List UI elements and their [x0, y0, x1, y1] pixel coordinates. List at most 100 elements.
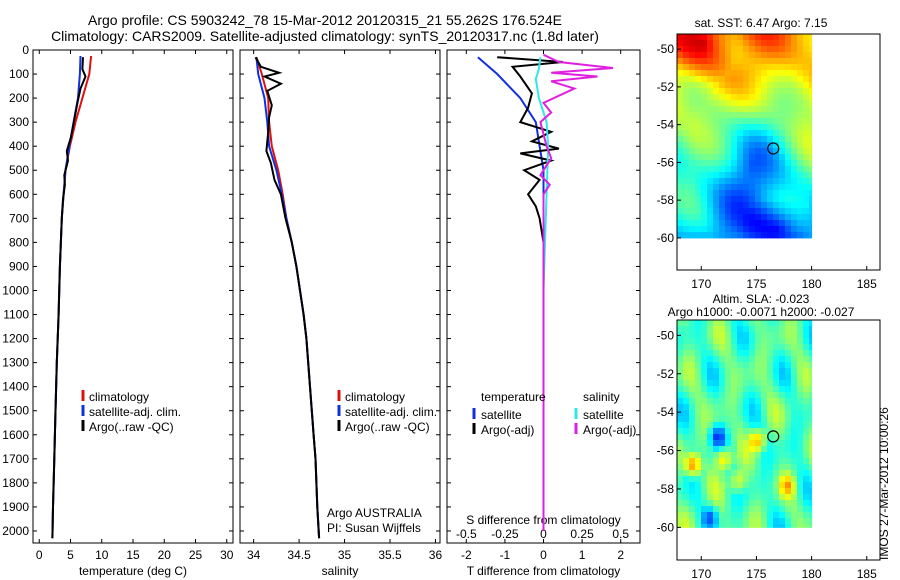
- map-cell: [683, 524, 690, 528]
- map-cell: [779, 118, 786, 125]
- map-cell: [749, 374, 756, 381]
- map-cell: [809, 52, 813, 59]
- map-cell: [683, 172, 690, 179]
- y-tick-label: 900: [9, 259, 29, 273]
- map-cell: [755, 112, 762, 119]
- map-cell: [707, 488, 714, 495]
- map-cell: [701, 214, 708, 221]
- map-cell: [809, 112, 813, 119]
- map-cell: [683, 458, 690, 465]
- map-cell: [797, 440, 804, 447]
- map-cell: [719, 440, 726, 447]
- map-cell: [725, 404, 732, 411]
- map-cell: [737, 470, 744, 477]
- map-cell: [749, 488, 756, 495]
- map-cell: [785, 142, 792, 149]
- map-cell: [809, 404, 813, 411]
- map-cell: [809, 160, 813, 167]
- map-cell: [767, 232, 774, 239]
- map-cell: [719, 494, 726, 501]
- map-cell: [737, 208, 744, 215]
- map-cell: [755, 82, 762, 89]
- map-cell: [689, 124, 696, 131]
- map-cell: [677, 326, 684, 333]
- map-cell: [743, 160, 750, 167]
- map-cell: [713, 226, 720, 233]
- map-cell: [779, 166, 786, 173]
- map-cell: [719, 350, 726, 357]
- y-tick-label: 200: [9, 91, 29, 105]
- map-cell: [713, 76, 720, 83]
- map-cell: [755, 452, 762, 459]
- map-cell: [737, 320, 744, 327]
- map-cell: [707, 512, 714, 519]
- map-cell: [791, 94, 798, 101]
- map-cell: [767, 40, 774, 47]
- map-cell: [767, 76, 774, 83]
- map-cell: [731, 506, 738, 513]
- map-cell: [689, 392, 696, 399]
- map-cell: [785, 94, 792, 101]
- map-cell: [791, 482, 798, 489]
- map-cell: [677, 160, 684, 167]
- map-cell: [707, 368, 714, 375]
- map-cell: [713, 142, 720, 149]
- map-cell: [731, 368, 738, 375]
- map-cell: [695, 422, 702, 429]
- map-cell: [767, 380, 774, 387]
- map-cell: [749, 518, 756, 525]
- map-cell: [767, 464, 774, 471]
- map-cell: [803, 494, 810, 501]
- map-cell: [809, 100, 813, 107]
- map-cell: [755, 190, 762, 197]
- map-cell: [731, 338, 738, 345]
- map-cell: [725, 398, 732, 405]
- map-cell: [725, 476, 732, 483]
- map-cell: [701, 70, 708, 77]
- map-cell: [713, 148, 720, 155]
- map-cell: [731, 46, 738, 53]
- map-cell: [743, 422, 750, 429]
- map-cell: [767, 446, 774, 453]
- map-cell: [743, 136, 750, 143]
- map-cell: [809, 190, 813, 197]
- map-cell: [695, 226, 702, 233]
- map-cell: [695, 386, 702, 393]
- map-cell: [713, 470, 720, 477]
- map-cell: [779, 422, 786, 429]
- map-cell: [737, 332, 744, 339]
- map-cell: [725, 344, 732, 351]
- map-cell: [785, 70, 792, 77]
- map-cell: [779, 362, 786, 369]
- map-cell: [767, 46, 774, 53]
- map-cell: [677, 112, 684, 119]
- map-cell: [707, 326, 714, 333]
- map-cell: [683, 398, 690, 405]
- map-cell: [755, 392, 762, 399]
- map-cell: [689, 214, 696, 221]
- map-cell: [713, 398, 720, 405]
- map-cell: [701, 232, 708, 239]
- map-cell: [707, 398, 714, 405]
- map-cell: [701, 130, 708, 137]
- map-cell: [797, 422, 804, 429]
- map-cell: [767, 160, 774, 167]
- map-cell: [737, 494, 744, 501]
- map-cell: [761, 178, 768, 185]
- map-cell: [749, 494, 756, 501]
- map-cell: [707, 94, 714, 101]
- map-cell: [707, 154, 714, 161]
- map-cell: [731, 202, 738, 209]
- map-cell: [677, 356, 684, 363]
- map-cell: [803, 458, 810, 465]
- map-cell: [809, 470, 813, 477]
- map-cell: [725, 184, 732, 191]
- map-cell: [785, 368, 792, 375]
- map-cell: [767, 440, 774, 447]
- map-cell: [791, 112, 798, 119]
- map-cell: [719, 470, 726, 477]
- map-cell: [773, 416, 780, 423]
- map-cell: [761, 160, 768, 167]
- y-tick-label: 700: [9, 211, 29, 225]
- map-cell: [773, 434, 780, 441]
